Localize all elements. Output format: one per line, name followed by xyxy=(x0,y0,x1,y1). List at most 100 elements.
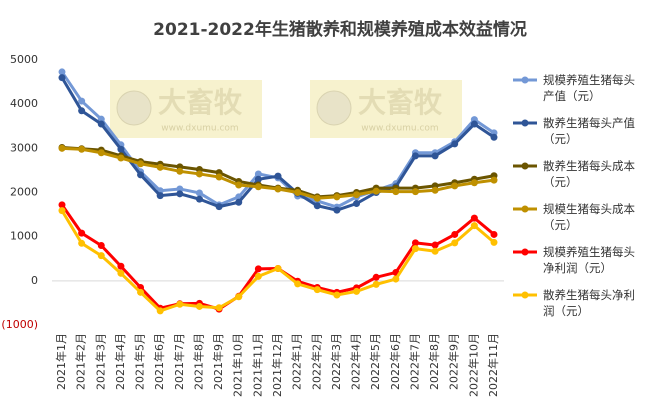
watermark-text: 大畜牧 xyxy=(358,86,443,119)
x-tick-label: 2021年10月 xyxy=(231,333,245,397)
data-point xyxy=(490,230,498,238)
x-tick-label: 2022年5月 xyxy=(368,333,382,390)
data-point xyxy=(156,307,164,315)
data-point xyxy=(490,133,498,141)
data-point xyxy=(97,242,105,249)
data-point xyxy=(254,272,262,280)
chart-title: 2021-2022年生猪散养和规模养殖成本效益情况 xyxy=(153,19,527,40)
data-point xyxy=(215,173,223,181)
y-tick-label: (1000) xyxy=(1,318,38,331)
data-point xyxy=(353,200,361,208)
x-tick-label: 2022年8月 xyxy=(427,333,441,390)
data-point xyxy=(58,201,66,209)
y-tick-label: 0 xyxy=(31,274,38,287)
data-point xyxy=(353,287,361,295)
data-point xyxy=(176,167,184,175)
data-point xyxy=(137,288,145,296)
data-point xyxy=(333,193,341,201)
data-point xyxy=(137,160,145,168)
x-tick-label: 2021年4月 xyxy=(113,333,127,390)
data-point xyxy=(254,175,262,183)
series-line xyxy=(60,204,495,311)
data-point xyxy=(254,170,262,178)
data-point xyxy=(470,214,478,222)
legend-label: 规模养殖生猪每头产值（元） xyxy=(543,73,635,103)
x-tick-label: 2022年11月 xyxy=(486,333,500,397)
data-point xyxy=(78,229,86,237)
data-point xyxy=(235,181,243,189)
watermark-logo xyxy=(316,90,352,126)
data-point xyxy=(333,206,341,214)
x-tick-label: 2021年12月 xyxy=(270,333,284,397)
y-tick-label: 3000 xyxy=(10,141,38,154)
data-point xyxy=(353,191,361,199)
data-point xyxy=(470,120,478,128)
data-point xyxy=(470,179,478,187)
data-point xyxy=(431,152,439,160)
data-point xyxy=(254,183,262,191)
x-tick-label: 2022年1月 xyxy=(290,333,304,390)
watermark-text: 大畜牧 xyxy=(158,86,243,119)
data-point xyxy=(411,152,419,160)
x-tick-label: 2022年9月 xyxy=(447,333,461,390)
data-point xyxy=(215,304,223,312)
watermark-url: www.dxumu.com xyxy=(361,124,438,134)
data-point xyxy=(117,145,125,153)
y-tick-label: 5000 xyxy=(10,53,38,66)
y-tick-label: 4000 xyxy=(10,97,38,110)
x-tick-label: 2021年8月 xyxy=(191,333,205,390)
data-point xyxy=(78,239,86,247)
data-point xyxy=(274,172,282,180)
data-point xyxy=(333,291,341,299)
data-point xyxy=(451,230,459,238)
data-point xyxy=(431,247,439,255)
legend-label: 散养生猪每头产值（元） xyxy=(543,116,635,146)
legend-label: 散养生猪每头净利润（元） xyxy=(543,288,635,318)
series-line xyxy=(60,209,495,313)
legend-label: 规模生猪每头成本（元） xyxy=(543,202,635,232)
data-point xyxy=(78,145,86,153)
data-point xyxy=(490,176,498,184)
data-point xyxy=(58,144,66,152)
data-point xyxy=(254,265,262,273)
data-point xyxy=(117,262,125,270)
data-point xyxy=(156,163,164,171)
data-point xyxy=(274,185,282,193)
x-tick-label: 2021年7月 xyxy=(172,333,186,390)
data-point xyxy=(97,252,105,260)
legend-marker xyxy=(521,205,529,213)
data-point xyxy=(451,239,459,247)
data-point xyxy=(117,269,125,277)
data-point xyxy=(97,149,105,157)
data-point xyxy=(97,115,105,123)
x-tick-label: 2021年6月 xyxy=(152,333,166,390)
x-tick-label: 2022年3月 xyxy=(329,333,343,390)
data-point xyxy=(195,302,203,310)
data-point xyxy=(235,198,243,206)
data-point xyxy=(294,189,302,196)
data-point xyxy=(156,192,164,200)
data-point xyxy=(176,185,184,193)
data-point xyxy=(411,239,419,247)
data-point xyxy=(78,107,86,115)
data-point xyxy=(372,280,380,288)
data-point xyxy=(313,286,321,294)
data-point xyxy=(470,222,478,230)
x-tick-label: 2022年4月 xyxy=(349,333,363,390)
data-point xyxy=(58,207,66,215)
legend-marker xyxy=(521,248,529,256)
x-tick-label: 2022年2月 xyxy=(309,333,323,390)
data-point xyxy=(195,170,203,178)
data-point xyxy=(176,300,184,308)
y-tick-label: 2000 xyxy=(10,186,38,199)
data-point xyxy=(411,245,419,253)
data-point xyxy=(58,68,66,76)
data-point xyxy=(392,188,400,196)
data-point xyxy=(78,97,86,105)
data-point xyxy=(372,187,380,195)
y-tick-label: 1000 xyxy=(10,230,38,243)
data-point xyxy=(117,154,125,162)
legend-marker xyxy=(521,76,529,84)
